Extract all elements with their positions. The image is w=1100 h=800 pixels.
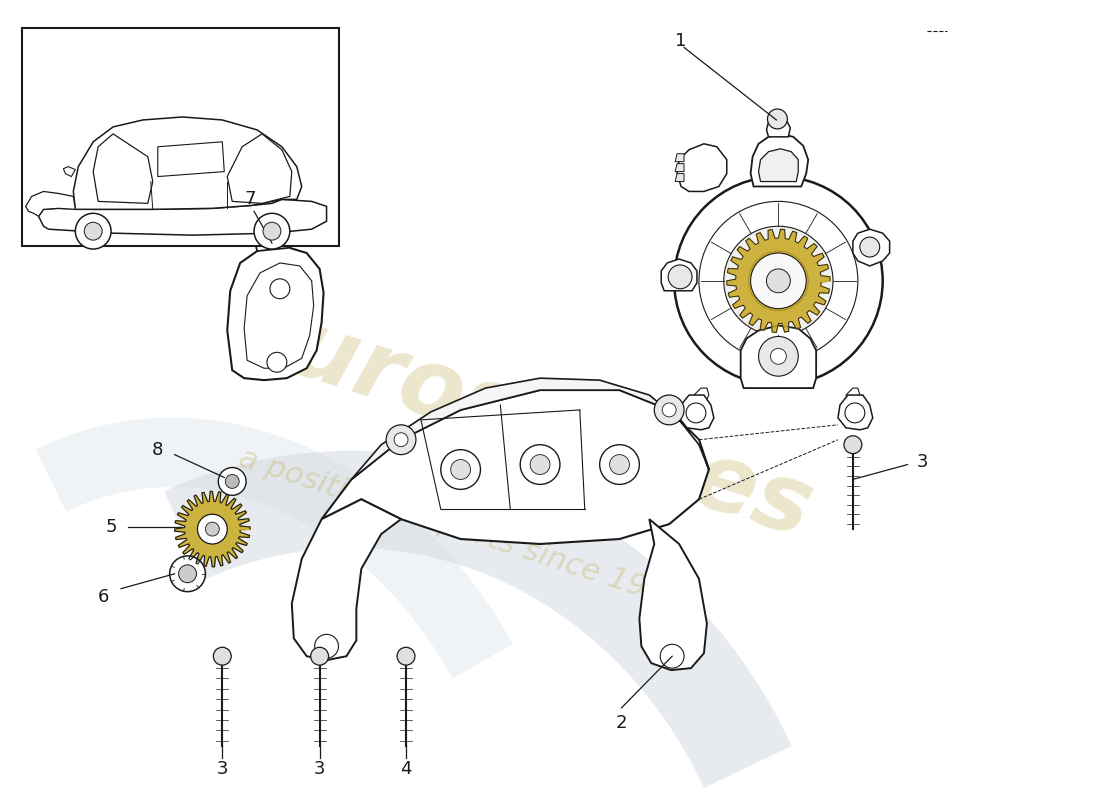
Polygon shape — [727, 230, 830, 333]
Circle shape — [315, 634, 339, 658]
Polygon shape — [228, 246, 323, 380]
Circle shape — [768, 109, 788, 129]
Circle shape — [386, 425, 416, 454]
Text: 7: 7 — [244, 190, 256, 209]
Circle shape — [654, 395, 684, 425]
Text: 8: 8 — [152, 441, 164, 458]
Polygon shape — [244, 263, 314, 368]
Polygon shape — [678, 144, 727, 191]
Polygon shape — [157, 142, 224, 177]
Text: 2: 2 — [616, 714, 627, 732]
Circle shape — [85, 222, 102, 240]
Polygon shape — [675, 164, 684, 171]
Circle shape — [397, 647, 415, 665]
Polygon shape — [351, 378, 708, 479]
Circle shape — [750, 253, 806, 309]
Circle shape — [267, 352, 287, 372]
Circle shape — [218, 467, 246, 495]
Circle shape — [767, 269, 790, 293]
Circle shape — [668, 265, 692, 289]
Polygon shape — [252, 194, 304, 251]
Text: 5: 5 — [106, 518, 117, 536]
Text: 3: 3 — [217, 761, 228, 778]
Polygon shape — [74, 117, 301, 210]
Circle shape — [451, 459, 471, 479]
Circle shape — [770, 348, 786, 364]
Polygon shape — [321, 390, 708, 544]
Polygon shape — [846, 388, 860, 412]
Circle shape — [75, 214, 111, 249]
Polygon shape — [767, 118, 790, 137]
Circle shape — [213, 647, 231, 665]
Circle shape — [609, 454, 629, 474]
Polygon shape — [679, 395, 714, 430]
Circle shape — [662, 403, 676, 417]
Polygon shape — [750, 134, 808, 186]
Circle shape — [600, 445, 639, 485]
Circle shape — [844, 436, 861, 454]
Polygon shape — [852, 229, 890, 266]
Circle shape — [674, 177, 882, 385]
Polygon shape — [64, 166, 75, 177]
Polygon shape — [740, 326, 816, 388]
Circle shape — [759, 337, 799, 376]
Circle shape — [686, 403, 706, 423]
Circle shape — [520, 445, 560, 485]
Polygon shape — [94, 134, 153, 203]
Text: a position for parts since 1985: a position for parts since 1985 — [234, 443, 686, 615]
Polygon shape — [838, 395, 872, 430]
Circle shape — [169, 556, 206, 592]
Circle shape — [394, 433, 408, 446]
Circle shape — [263, 222, 280, 240]
Polygon shape — [228, 134, 292, 203]
Circle shape — [441, 450, 481, 490]
Polygon shape — [639, 519, 707, 670]
Circle shape — [310, 647, 329, 665]
Circle shape — [178, 565, 197, 582]
Circle shape — [270, 279, 289, 298]
Circle shape — [660, 644, 684, 668]
Text: eurospeces: eurospeces — [217, 282, 823, 558]
Text: 3: 3 — [314, 761, 326, 778]
Circle shape — [860, 237, 880, 257]
Text: 4: 4 — [400, 761, 411, 778]
Circle shape — [254, 214, 289, 249]
Polygon shape — [39, 199, 327, 235]
Bar — [22, 28, 340, 246]
Circle shape — [749, 251, 808, 310]
Polygon shape — [675, 174, 684, 182]
Text: 1: 1 — [675, 31, 686, 50]
Polygon shape — [661, 259, 697, 290]
Polygon shape — [292, 499, 402, 660]
Polygon shape — [25, 191, 75, 216]
Polygon shape — [675, 154, 684, 162]
Circle shape — [206, 522, 219, 536]
Polygon shape — [694, 388, 708, 412]
Polygon shape — [759, 149, 799, 182]
Text: 6: 6 — [98, 588, 109, 606]
Circle shape — [724, 226, 833, 335]
Circle shape — [530, 454, 550, 474]
Circle shape — [698, 202, 858, 360]
Polygon shape — [175, 491, 250, 567]
Text: 3: 3 — [916, 453, 928, 470]
Circle shape — [845, 403, 865, 423]
Circle shape — [198, 514, 228, 544]
Circle shape — [226, 474, 239, 488]
